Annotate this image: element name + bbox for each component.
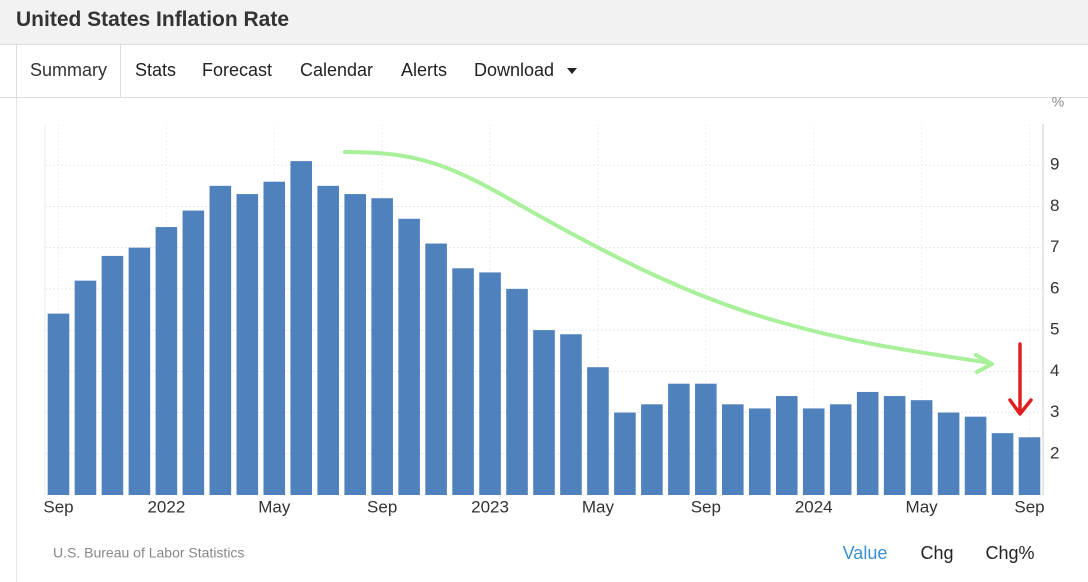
view-option[interactable]: Value [843, 543, 888, 563]
bar [695, 383, 717, 495]
bar [722, 404, 744, 495]
bar [829, 404, 852, 495]
bar [668, 383, 690, 495]
tab[interactable]: Summary [16, 45, 121, 97]
bar [964, 416, 987, 495]
x-tick-label: Sep [1014, 497, 1044, 516]
tab[interactable]: Calendar [300, 60, 374, 80]
tab[interactable]: Alerts [401, 60, 448, 80]
y-tick-label: 8 [1050, 196, 1059, 215]
bar [128, 247, 151, 495]
bar [479, 272, 501, 495]
bar [748, 408, 771, 495]
dropdown-caret [567, 68, 577, 74]
bar [398, 218, 420, 496]
x-tick-label: Sep [43, 497, 73, 516]
y-tick-label: 9 [1050, 155, 1059, 174]
bar [317, 185, 340, 496]
panel-border [16, 98, 17, 582]
bar [452, 268, 474, 495]
trend-annotation [343, 150, 992, 365]
bar [641, 404, 663, 495]
bar [155, 227, 178, 496]
bar [263, 181, 286, 495]
x-tick-label: Sep [367, 497, 397, 516]
tab[interactable]: Forecast [202, 60, 273, 80]
x-tick-label: 2022 [147, 497, 185, 516]
x-tick-label: May [258, 497, 291, 516]
view-option[interactable]: Chg% [985, 543, 1034, 563]
bar [506, 288, 528, 495]
bar [533, 330, 555, 495]
x-tick-label: 2024 [795, 497, 833, 516]
y-tick-label: 6 [1050, 278, 1059, 297]
y-tick-label: 7 [1050, 237, 1059, 256]
bar [101, 255, 124, 495]
y-tick-label: 5 [1050, 320, 1059, 339]
x-tick-label: 2023 [471, 497, 509, 516]
tab[interactable]: Download [474, 60, 555, 80]
bar [856, 391, 879, 495]
bar [74, 280, 97, 495]
bar [802, 408, 825, 495]
x-tick-label: May [906, 497, 939, 516]
bar [910, 400, 933, 495]
bar [344, 194, 366, 496]
bar [236, 194, 259, 496]
bar [371, 198, 393, 495]
bar [937, 412, 960, 495]
title-bar: United States Inflation Rate [0, 0, 1088, 45]
bar [290, 161, 313, 495]
page-title: United States Inflation Rate [16, 8, 290, 31]
bar [614, 412, 636, 495]
y-tick-label: 2 [1050, 443, 1059, 462]
view-option[interactable]: Chg [920, 543, 953, 563]
bar [1018, 437, 1041, 495]
tab-bar: Summary Stats Forecast Calendar Alerts D… [0, 45, 1088, 98]
x-tick-label: May [582, 497, 615, 516]
bar [47, 313, 70, 495]
x-tick-label: Sep [691, 497, 721, 516]
source: U.S. Bureau of Labor Statistics [53, 545, 244, 561]
bar [587, 367, 609, 495]
trend-arrowhead [974, 353, 994, 374]
bar [775, 396, 798, 495]
bar [560, 334, 582, 495]
bar [425, 243, 447, 495]
bar [883, 396, 906, 495]
bar [991, 433, 1014, 495]
bar [182, 210, 205, 496]
y-tick-label: 4 [1050, 361, 1059, 380]
tab[interactable]: Stats [135, 60, 177, 80]
drop-annotation [1008, 342, 1033, 416]
bar [209, 185, 232, 496]
y-tick-label: 3 [1050, 402, 1059, 421]
